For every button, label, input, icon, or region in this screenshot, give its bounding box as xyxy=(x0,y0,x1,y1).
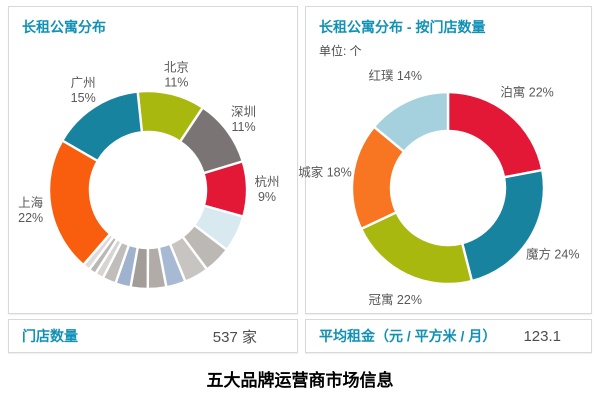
city-distribution-donut-chart: 北京 11% 深圳 11% 杭州 9% 上海 22% 广州 15% xyxy=(18,60,280,291)
slice-label: 北京 11% xyxy=(164,60,189,89)
slice-label: 广州 15% xyxy=(71,76,96,105)
donut-slice xyxy=(47,139,112,267)
slice-label: 魔方 24% xyxy=(526,246,580,261)
city-distribution-panel: 长租公寓分布 北京 11% 深圳 11% 杭州 9% 上海 22% 广州 15% xyxy=(8,6,298,314)
store-count-bar: 门店数量 537 家 xyxy=(8,319,298,353)
slice-label: 泊寓 22% xyxy=(500,84,553,99)
brand-distribution-panel: 长租公寓分布 - 按门店数量 单位: 个 泊寓 22% 魔方 24% 冠寓 22% 城… xyxy=(298,6,592,314)
slice-label: 深圳 11% xyxy=(231,105,256,134)
slice-label: 上海 22% xyxy=(18,195,44,225)
average-rent-label: 平均租金（元 / 平方米 / 月） xyxy=(319,328,497,344)
donut-slice xyxy=(61,90,144,163)
right-panel-title: 长租公寓分布 - 按门店数量 xyxy=(319,19,486,35)
store-count-label: 门店数量 xyxy=(22,328,78,344)
slice-label: 冠寓 22% xyxy=(368,292,422,307)
donut-slice xyxy=(359,211,474,286)
page-title: 五大品牌运营商市场信息 xyxy=(206,371,394,390)
average-rent-bar: 平均租金（元 / 平方米 / 月） 123.1 xyxy=(305,319,592,353)
donut-slice xyxy=(372,90,450,153)
unit-label: 单位: 个 xyxy=(319,44,362,58)
left-panel-title: 长租公寓分布 xyxy=(22,19,106,35)
slice-label: 城家 18% xyxy=(298,164,352,179)
slice-label: 红璞 14% xyxy=(368,68,422,83)
brand-distribution-donut-chart: 泊寓 22% 魔方 24% 冠寓 22% 城家 18% 红璞 14% xyxy=(298,68,580,307)
average-rent-value: 123.1 xyxy=(523,327,561,345)
donut-slice xyxy=(460,168,546,283)
donut-slice xyxy=(446,90,544,179)
store-count-value: 537 家 xyxy=(212,328,257,346)
slice-label: 杭州 9% xyxy=(254,174,279,204)
